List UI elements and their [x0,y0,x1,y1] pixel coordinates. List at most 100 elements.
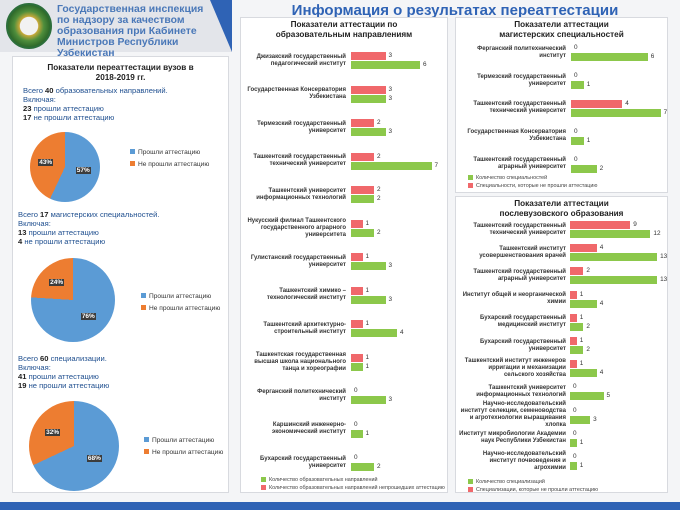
chart-postgraduate: Показатели аттестации послевузовского об… [455,196,668,493]
category-label: Ташкентский институт усовершенствования … [479,245,566,259]
bar-total [570,369,597,378]
text: специализации. [48,354,107,363]
summary-panel: Показатели переаттестации вузов в 2018-2… [12,56,229,493]
bar-total [351,329,397,338]
legend-label: Количество образовательных направлений н… [269,485,445,491]
summary-title: Показатели переаттестации вузов в 2018-2… [47,63,194,82]
pie-chart [30,132,100,202]
legend-label: Специализации, которые не прошли аттеста… [476,487,599,493]
bar-value: 1 [365,219,370,227]
total-count: 60 [40,354,49,363]
bar-failed [351,353,363,362]
bar-group: Джизакский государственный педагогически… [241,44,447,78]
bar-value: 1 [586,136,591,144]
bar-value: 1 [365,429,370,437]
page-title: Информация о результатах переаттестации [291,2,619,19]
summary-text: Всего 60 специализации. Включая: 41 прошли… [18,354,109,390]
bar-failed [570,244,597,253]
chart-title: Показатели аттестации магистерских специ… [499,20,624,39]
chart-legend: Количество специальностей Специальности, … [468,174,597,190]
bar-group: Ташкентский университет информационных т… [241,178,447,212]
bar-value: 9 [633,221,637,229]
bar-group: Ташкентский государственный технический … [241,145,447,179]
bar-group: Институт общей и неорганической химии 1 4 [456,288,667,311]
bar-value: 3 [388,52,393,60]
legend-label: Количество образовательных направлений [269,477,378,483]
header-banner: Государственная инспекция по надзору за … [0,0,232,59]
legend-passed: Прошли аттестацию [144,435,223,447]
text: не прошли аттестацию [31,113,115,122]
bar-failed [570,337,577,346]
category-label: Ташкентский архитектурно-строительный ин… [263,321,346,335]
category-label: Бухарский государственный университет [260,455,346,469]
legend-label: Прошли аттестацию [149,293,212,300]
passed-count: 13 [18,228,27,237]
category-label: Ташкентский государственный технический … [473,101,566,115]
bar-group: Бухарский государственный университет 1 2 [456,334,667,357]
bar-value: 1 [579,313,584,321]
category-label: Ташкентский государственный аграрный уни… [473,157,566,171]
failed-count: 19 [18,381,27,390]
bar-failed [570,290,577,299]
text: Включая: [23,95,56,104]
bar-failed [351,320,363,329]
category-label: Бухарский государственный университет [480,338,566,352]
pie-legend: Прошли аттестацию Не прошли аттестацию [144,435,223,459]
bar-total [351,61,420,70]
text: не прошли аттестацию [26,381,110,390]
category-label: Государственная Консерватория Узбекистан… [247,87,346,101]
bar-total [570,392,604,401]
bar-failed [351,219,363,228]
bar-value: 13 [660,253,668,261]
bar-total [351,161,432,170]
passed-count: 23 [23,104,32,113]
legend-label: Количество специализаций [476,479,545,485]
bar-value: 0 [574,155,578,163]
banner-accent [210,0,232,52]
bar-value: 1 [365,253,370,261]
bar-group: Гулистанский государственный университет… [241,245,447,279]
legend-failed: Не прошли аттестацию [144,447,223,459]
bar-group: Ферганский политехнический институт 0 3 [241,379,447,413]
bar-failed [351,152,374,161]
pie-label-failed: 24% [49,279,65,287]
bar-value: 0 [354,420,358,428]
bar-group: Ташкентский государственный технический … [456,218,667,241]
total-count: 17 [40,210,49,219]
chart-masters: Показатели аттестации магистерских специ… [455,17,668,193]
bar-total [351,228,374,237]
bar-value: 0 [354,387,358,395]
bar-value: 13 [660,276,668,284]
bar-group: Ташкентский институт инженеров ирригации… [456,357,667,380]
bar-value: 1 [365,362,370,370]
chart-title: Показатели аттестации по образовательным… [275,20,413,39]
passed-count: 41 [18,372,27,381]
legend-label: Не прошли аттестацию [149,305,221,312]
bar-value: 4 [625,99,629,107]
bar-value: 0 [574,44,578,52]
category-label: Научно-исследовательский институт почвов… [482,451,566,472]
category-label: Ферганский политехнический институт [477,45,566,59]
bar-value: 7 [434,161,439,169]
bar-value: 2 [377,228,381,236]
bar-value: 0 [573,383,577,391]
bar-group: Бухарский государственный университет 0 2 [241,446,447,480]
text: Всего [18,210,41,219]
summary-text: Всего 40 образовательных направлений. Вкл… [23,86,168,122]
bar-total [571,81,584,90]
bar-failed [351,52,386,61]
category-label: Термезский государственный университет [477,73,566,87]
legend-failed: Специальности, которые не прошли аттеста… [468,182,597,190]
bar-value: 2 [377,463,381,471]
bar-group: Государственная Консерватория Узбекистан… [241,78,447,112]
pie-label-passed: 57% [75,167,91,175]
legend-failed: Количество образовательных направлений н… [261,484,445,492]
bar-failed [570,267,584,276]
bar-total [570,230,651,239]
legend-total: Количество специальностей [468,174,597,182]
bar-value: 0 [573,406,577,414]
bar-group: Нукусский филиал Ташкентского государств… [241,212,447,246]
category-label: Термезский государственный университет [257,120,346,134]
category-label: Государственная Консерватория Узбекистан… [467,129,566,143]
bar-value: 2 [586,267,590,275]
